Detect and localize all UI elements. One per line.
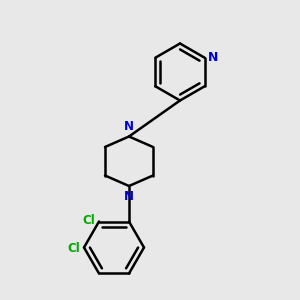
Text: N: N xyxy=(123,120,134,133)
Text: N: N xyxy=(208,51,219,64)
Text: Cl: Cl xyxy=(83,214,95,227)
Text: Cl: Cl xyxy=(68,242,80,255)
Text: N: N xyxy=(123,190,134,202)
